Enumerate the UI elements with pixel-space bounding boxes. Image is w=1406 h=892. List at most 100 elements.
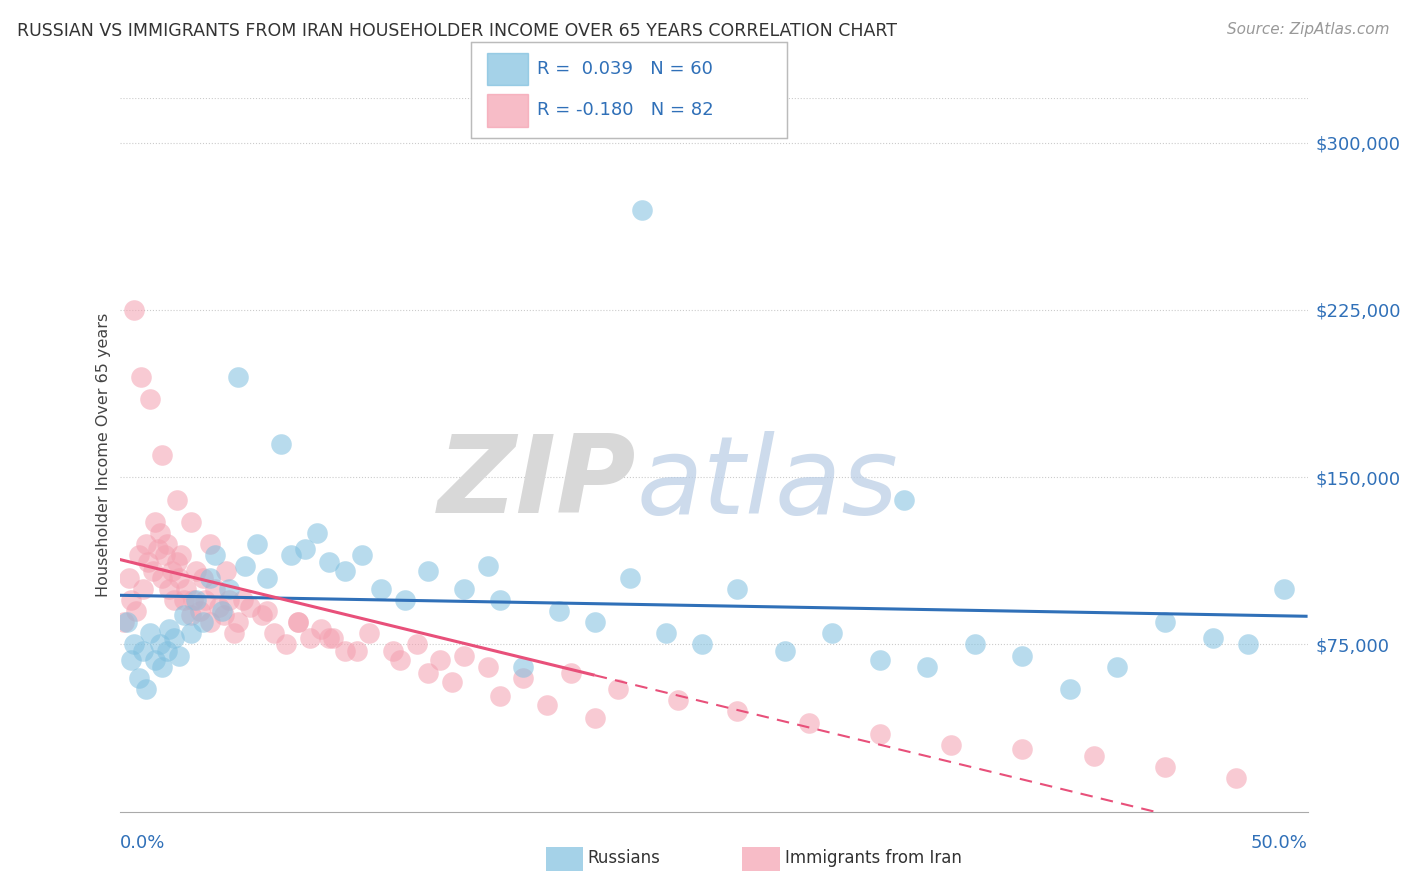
Y-axis label: Householder Income Over 65 years: Householder Income Over 65 years <box>96 313 111 597</box>
Point <box>129 369 152 384</box>
Point <box>136 555 159 569</box>
Point <box>135 681 157 696</box>
Point <box>869 726 891 740</box>
Point <box>287 615 309 630</box>
Point <box>939 738 962 752</box>
Point <box>1011 742 1033 756</box>
Point <box>305 526 328 541</box>
Point <box>250 608 273 623</box>
Point <box>335 644 357 658</box>
Point <box>318 555 340 569</box>
Point <box>350 548 373 563</box>
Point <box>204 582 226 596</box>
Point <box>150 660 173 674</box>
Point <box>270 436 292 450</box>
Point <box>512 660 534 674</box>
Point <box>198 615 221 630</box>
Point <box>132 582 155 596</box>
Point <box>1083 749 1105 764</box>
Point <box>725 582 748 596</box>
Point <box>318 631 340 645</box>
Point <box>346 644 368 658</box>
Point <box>381 644 404 658</box>
Point <box>157 622 180 636</box>
Point <box>156 537 179 551</box>
Point <box>239 599 262 614</box>
Point <box>583 615 606 630</box>
Point <box>139 392 162 407</box>
Point <box>232 592 254 607</box>
Point <box>488 689 510 703</box>
Point <box>166 555 188 569</box>
Point <box>797 715 820 730</box>
Point <box>150 571 173 585</box>
Point <box>619 571 641 585</box>
Text: Source: ZipAtlas.com: Source: ZipAtlas.com <box>1226 22 1389 37</box>
Point <box>222 626 245 640</box>
Point <box>228 615 250 630</box>
Point <box>146 541 169 556</box>
Point <box>180 515 202 529</box>
Point <box>153 548 176 563</box>
Point <box>256 604 278 618</box>
Point <box>115 615 138 630</box>
Point <box>212 608 235 623</box>
Point <box>893 492 915 507</box>
Point <box>294 541 316 556</box>
Point <box>215 564 238 578</box>
Point <box>548 604 571 618</box>
Point <box>488 592 510 607</box>
Point <box>453 582 475 596</box>
Point <box>160 564 183 578</box>
Point <box>394 592 416 607</box>
Point <box>211 604 233 618</box>
Point <box>357 626 380 640</box>
Point <box>690 637 713 651</box>
Point <box>388 653 411 667</box>
Point <box>477 559 499 574</box>
Point <box>1225 771 1247 786</box>
Point <box>917 660 939 674</box>
Point <box>170 548 193 563</box>
Point <box>181 592 204 607</box>
Point <box>1154 615 1177 630</box>
Point <box>631 202 654 217</box>
Point <box>311 622 333 636</box>
Text: 50.0%: 50.0% <box>1251 834 1308 852</box>
Text: atlas: atlas <box>637 431 898 536</box>
Point <box>256 571 278 585</box>
Point <box>191 615 214 630</box>
Point <box>1011 648 1033 663</box>
Point <box>322 631 344 645</box>
Point <box>280 548 302 563</box>
Point <box>1107 660 1129 674</box>
Point <box>666 693 689 707</box>
Point <box>453 648 475 663</box>
Point <box>135 537 157 551</box>
Point <box>228 369 250 384</box>
Point <box>167 648 190 663</box>
Point <box>560 666 582 681</box>
Point <box>191 571 214 585</box>
Point <box>149 526 172 541</box>
Point <box>1201 631 1223 645</box>
Bar <box>486 53 529 86</box>
Point <box>298 631 321 645</box>
Point <box>418 564 440 578</box>
Point <box>139 626 162 640</box>
Point <box>125 604 148 618</box>
Bar <box>486 94 529 127</box>
Text: Russians: Russians <box>588 849 661 867</box>
Point <box>1237 637 1260 651</box>
Point <box>246 537 269 551</box>
Point <box>204 548 226 563</box>
Point <box>143 515 166 529</box>
Point <box>167 571 190 585</box>
Text: RUSSIAN VS IMMIGRANTS FROM IRAN HOUSEHOLDER INCOME OVER 65 YEARS CORRELATION CHA: RUSSIAN VS IMMIGRANTS FROM IRAN HOUSEHOL… <box>17 22 897 40</box>
Point <box>1154 760 1177 774</box>
Point <box>166 492 188 507</box>
Point <box>180 626 202 640</box>
Point <box>218 582 240 596</box>
Point <box>128 548 150 563</box>
Point <box>725 705 748 719</box>
